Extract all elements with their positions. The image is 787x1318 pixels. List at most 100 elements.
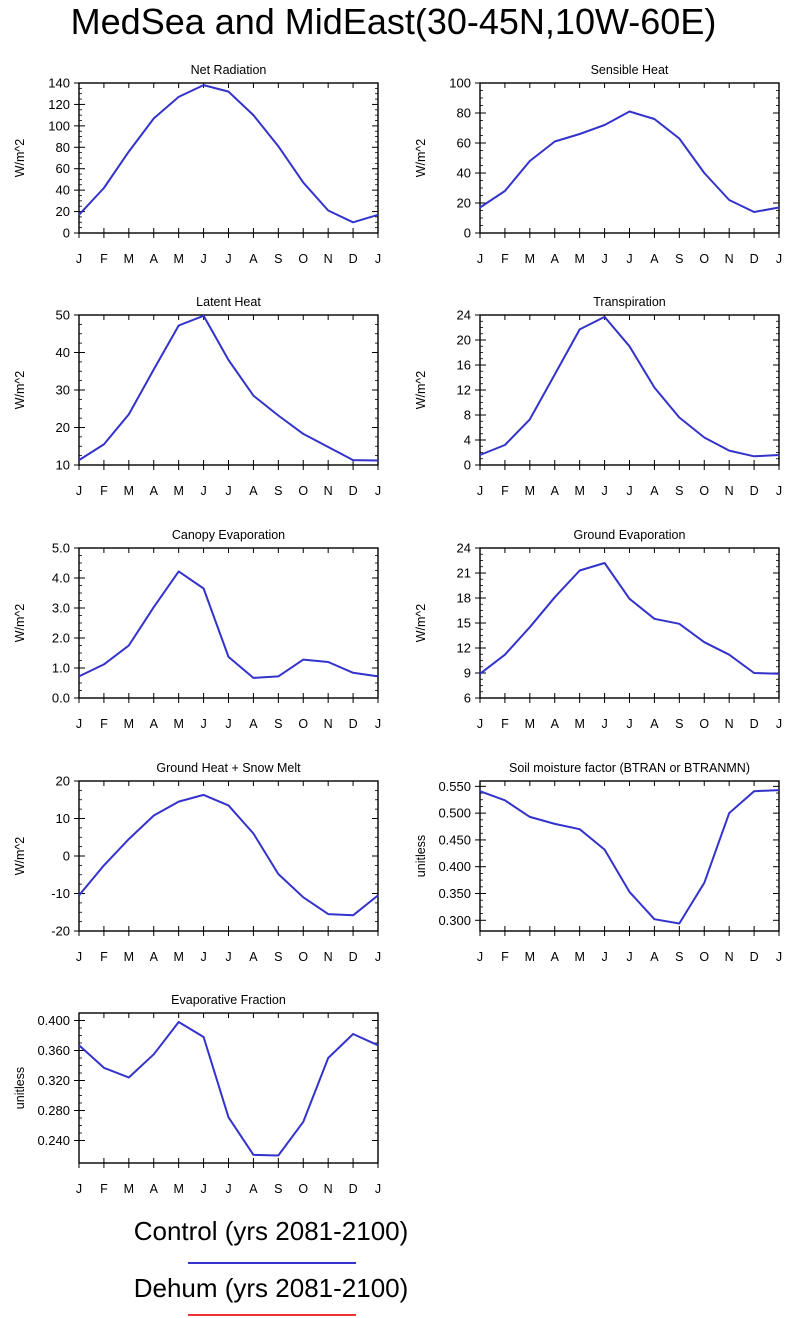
panel-6-frame — [479, 547, 780, 699]
panel-1-xtick-label: O — [298, 252, 308, 266]
panel-7-frame — [78, 780, 379, 932]
panel-8-xtick-label: A — [551, 950, 560, 964]
panel-3-xtick-label: M — [124, 484, 134, 498]
panel-8-xtick-label: J — [776, 950, 782, 964]
panel-9-xtick-label: S — [274, 1182, 282, 1196]
panel-3-ytick-label: 10 — [56, 458, 70, 473]
panel-2-frame — [479, 82, 780, 234]
panel-7-title: Ground Heat + Snow Melt — [156, 761, 301, 775]
panel-3-ylabel: W/m^2 — [13, 371, 27, 410]
panel-6-xtick-label: M — [574, 717, 584, 731]
panel-3-xtick-label: N — [324, 484, 333, 498]
panel-5-ytick-label: 0.0 — [52, 691, 70, 706]
panel-6-ytick-label: 21 — [457, 566, 471, 581]
panel-2-ytick-label: 0 — [464, 226, 471, 241]
panel-6-xtick-label: J — [601, 717, 607, 731]
panel-6-ytick-label: 15 — [457, 616, 471, 631]
panel-1-xtick-label: F — [100, 252, 108, 266]
panel-5-xtick-label: S — [274, 717, 282, 731]
panel-6-ytick-label: 6 — [464, 691, 471, 706]
panel-5-ytick-label: 1.0 — [52, 661, 70, 676]
panel-7-ylabel: W/m^2 — [13, 837, 27, 876]
panel-5-xtick-label: J — [76, 717, 82, 731]
panel-6-ytick-label: 24 — [457, 541, 471, 556]
panel-6-xtick-label: A — [551, 717, 560, 731]
panel-2-xtick-label: M — [525, 252, 535, 266]
panel-3-xtick-label: J — [375, 484, 381, 498]
panel-6-title: Ground Evaporation — [574, 528, 686, 542]
panel-4-ytick-label: 4 — [464, 433, 471, 448]
panel-1-ytick-label: 0 — [63, 226, 70, 241]
panel-9-xtick-label: D — [349, 1182, 358, 1196]
panel-4-xtick-label: M — [525, 484, 535, 498]
panel-3-xtick-label: J — [200, 484, 206, 498]
panel-7-xtick-label: M — [173, 950, 183, 964]
panel-3-xtick-label: M — [173, 484, 183, 498]
panel-1-xtick-label: S — [274, 252, 282, 266]
panel-8-ytick-label: 0.550 — [438, 779, 471, 794]
panel-1-ytick-label: 80 — [56, 140, 70, 155]
panel-9-xtick-label: A — [150, 1182, 159, 1196]
panel-1-ytick-label: 140 — [48, 76, 70, 91]
panel-2-ytick-label: 100 — [449, 76, 471, 91]
panel-8-xtick-label: J — [601, 950, 607, 964]
panel-5-xtick-label: A — [249, 717, 258, 731]
panel-4-ytick-label: 8 — [464, 408, 471, 423]
panel-4-ytick-label: 12 — [457, 383, 471, 398]
panel-5-xtick-label: F — [100, 717, 108, 731]
panel-1-title: Net Radiation — [191, 63, 267, 77]
panel-9-ytick-label: 0.320 — [37, 1073, 70, 1088]
panel-6-xtick-label: J — [626, 717, 632, 731]
panel-6-xtick-label: O — [699, 717, 709, 731]
panel-3-xtick-label: F — [100, 484, 108, 498]
panel-7-xtick-label: M — [124, 950, 134, 964]
panel-3-xtick-label: J — [225, 484, 231, 498]
panel-2-ytick-label: 40 — [457, 166, 471, 181]
panel-5-title: Canopy Evaporation — [172, 528, 285, 542]
panel-8-title: Soil moisture factor (BTRAN or BTRANMN) — [509, 761, 750, 775]
panel-4-ylabel: W/m^2 — [414, 371, 428, 410]
panel-4-xtick-label: J — [626, 484, 632, 498]
panel-5-xtick-label: M — [124, 717, 134, 731]
panel-8-xtick-label: J — [626, 950, 632, 964]
panel-9-xtick-label: J — [76, 1182, 82, 1196]
panel-1-ylabel: W/m^2 — [13, 139, 27, 178]
panel-5-ytick-label: 4.0 — [52, 571, 70, 586]
panel-5-ytick-label: 5.0 — [52, 541, 70, 556]
panel-7-ytick-label: -10 — [51, 886, 70, 901]
panel-8-xtick-label: J — [477, 950, 483, 964]
panel-1-ytick-label: 40 — [56, 183, 70, 198]
panel-4-xtick-label: F — [501, 484, 509, 498]
panel-1-xtick-label: J — [375, 252, 381, 266]
panel-4-ytick-label: 20 — [457, 333, 471, 348]
panel-9-frame — [78, 1012, 379, 1164]
panel-9-xtick-label: F — [100, 1182, 108, 1196]
panel-5-ytick-label: 3.0 — [52, 601, 70, 616]
panel-7-xtick-label: J — [225, 950, 231, 964]
panel-8-ytick-label: 0.500 — [438, 806, 471, 821]
panel-3-ytick-label: 30 — [56, 383, 70, 398]
panel-1-series-line — [78, 84, 379, 224]
figure-title: MedSea and MidEast(30-45N,10W-60E) — [70, 1, 717, 42]
panel-9-series-line — [78, 1021, 379, 1157]
panel-6-ytick-label: 12 — [457, 641, 471, 656]
panel-9-xtick-label: M — [173, 1182, 183, 1196]
panel-2-xtick-label: O — [699, 252, 709, 266]
panel-3-series-line — [78, 314, 379, 462]
legend-label-dehum: Dehum (yrs 2081-2100) — [133, 1273, 409, 1303]
panel-3-frame — [78, 314, 379, 466]
panel-1-xtick-label: J — [76, 252, 82, 266]
panel-8-xtick-label: S — [675, 950, 683, 964]
panel-6-ytick-label: 18 — [457, 591, 471, 606]
panel-3-ytick-label: 20 — [56, 420, 70, 435]
panel-9-xtick-label: J — [225, 1182, 231, 1196]
panel-4-title: Transpiration — [593, 295, 666, 309]
panel-9-xtick-label: O — [298, 1182, 308, 1196]
panel-5-xtick-label: O — [298, 717, 308, 731]
panel-9-ytick-label: 0.360 — [37, 1043, 70, 1058]
panel-7-xtick-label: F — [100, 950, 108, 964]
panel-8-xtick-label: M — [525, 950, 535, 964]
panel-8-xtick-label: A — [650, 950, 659, 964]
panel-7-xtick-label: A — [150, 950, 159, 964]
